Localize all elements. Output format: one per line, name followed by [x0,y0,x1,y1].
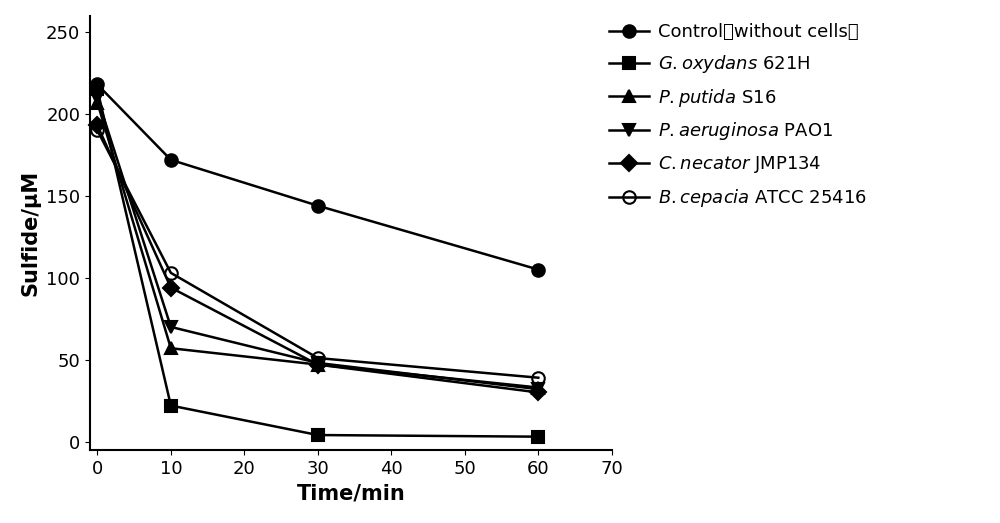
Y-axis label: Sulfide/μM: Sulfide/μM [20,169,40,296]
Legend: Control（without cells）, $\it{G. oxydans}$ 621H, $\it{P. putida}$ S16, $\it{P. ae: Control（without cells）, $\it{G. oxydans}… [602,16,874,216]
X-axis label: Time/min: Time/min [297,483,405,503]
